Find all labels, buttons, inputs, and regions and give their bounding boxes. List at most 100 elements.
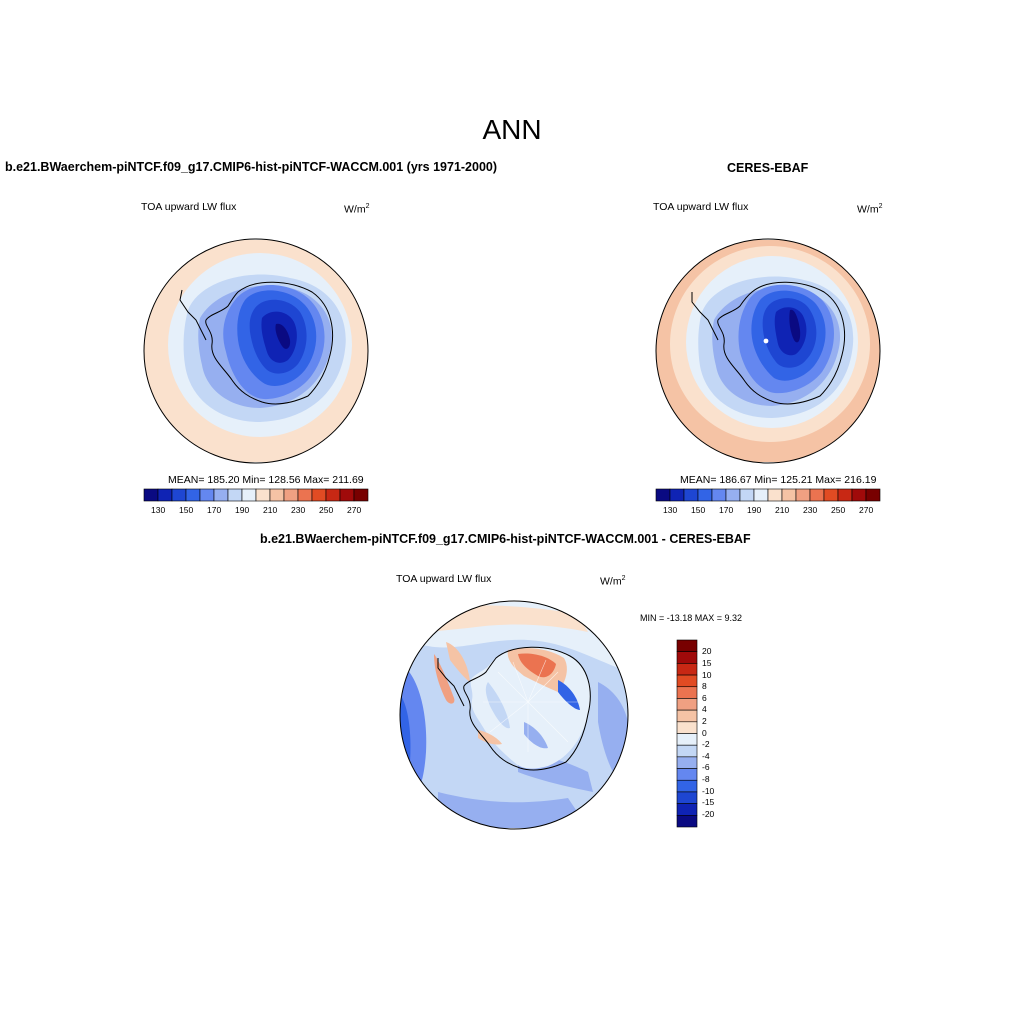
model-colorbar-swatch — [227, 488, 243, 502]
model-colorbar-label: 150 — [179, 505, 194, 515]
diff-colorbar-label: -20 — [702, 809, 715, 819]
diff-panel-title: b.e21.BWaerchem-piNTCF.f09_g17.CMIP6-his… — [260, 532, 751, 546]
obs-colorbar-swatch — [865, 488, 881, 502]
model-colorbar-label: 270 — [347, 505, 362, 515]
diff-colorbar-label: 6 — [702, 693, 707, 703]
obs-colorbar-swatch — [711, 488, 727, 502]
model-colorbar-swatch — [213, 488, 229, 502]
diff-variable-label: TOA upward LW flux — [396, 573, 492, 585]
obs-panel-title: CERES-EBAF — [727, 161, 809, 175]
obs-variable-label: TOA upward LW flux — [653, 201, 749, 213]
obs-colorbar-swatch — [725, 488, 741, 502]
diff-colorbar-label: -4 — [702, 751, 710, 761]
page-title: ANN — [482, 114, 542, 145]
diff-colorbar-swatch — [676, 663, 698, 676]
model-colorbar-swatch — [311, 488, 327, 502]
model-colorbar-label: 130 — [151, 505, 166, 515]
obs-colorbar-swatch — [739, 488, 755, 502]
obs-colorbar-swatch — [683, 488, 699, 502]
diff-colorbar-swatch — [676, 803, 698, 816]
diff-colorbar — [676, 639, 698, 828]
diff-colorbar-label: -2 — [702, 739, 710, 749]
diff-colorbar-label: 15 — [702, 658, 712, 668]
diff-colorbar-swatch — [676, 721, 698, 734]
diff-polar-map — [399, 600, 629, 830]
model-polar-map — [143, 238, 369, 464]
diff-colorbar-swatch — [676, 733, 698, 746]
obs-colorbar-label: 270 — [859, 505, 874, 515]
obs-colorbar-swatch — [837, 488, 853, 502]
obs-colorbar-swatch — [655, 488, 671, 502]
obs-colorbar-label: 210 — [775, 505, 790, 515]
obs-units-label: W/m2 — [857, 203, 883, 216]
model-units-label: W/m2 — [344, 203, 370, 216]
model-variable-label: TOA upward LW flux — [141, 201, 237, 213]
obs-colorbar-swatch — [697, 488, 713, 502]
model-colorbar-swatch — [157, 488, 173, 502]
diff-colorbar-swatch — [676, 709, 698, 723]
obs-colorbar-swatch — [809, 488, 825, 502]
diff-colorbar-labels: 20 15 10 8 6 4 2 0 -2 -4 -6 -8 -10 -15 -… — [702, 640, 742, 827]
model-colorbar-swatch — [353, 488, 369, 502]
obs-colorbar-label: 130 — [663, 505, 678, 515]
diff-colorbar-label: 4 — [702, 704, 707, 714]
obs-colorbar-label: 230 — [803, 505, 818, 515]
obs-colorbar-label: 150 — [691, 505, 706, 515]
model-colorbar-label: 190 — [235, 505, 250, 515]
diff-colorbar-swatch — [676, 674, 698, 688]
obs-polar-map — [655, 238, 881, 464]
diff-colorbar-swatch — [676, 651, 698, 664]
model-colorbar-swatch — [255, 488, 271, 502]
obs-colorbar — [655, 488, 881, 502]
model-colorbar-swatch — [199, 488, 215, 502]
diff-colorbar-swatch — [676, 639, 698, 652]
model-colorbar-labels: 130 150 170 190 210 230 250 270 — [144, 505, 368, 517]
diff-units-label: W/m2 — [600, 575, 626, 588]
diff-colorbar-label: -15 — [702, 797, 715, 807]
model-colorbar-label: 170 — [207, 505, 222, 515]
diff-colorbar-label: 20 — [702, 646, 712, 656]
model-colorbar-swatch — [241, 488, 257, 502]
obs-colorbar-swatch — [851, 488, 867, 502]
diff-colorbar-label: -8 — [702, 774, 710, 784]
model-colorbar — [143, 488, 369, 502]
diff-colorbar-label: -6 — [702, 762, 710, 772]
obs-colorbar-swatch — [795, 488, 811, 502]
model-colorbar-label: 210 — [263, 505, 278, 515]
model-colorbar-swatch — [325, 488, 341, 502]
diff-colorbar-swatch — [676, 686, 698, 699]
model-colorbar-swatch — [185, 488, 201, 502]
diff-colorbar-swatch — [676, 744, 698, 758]
model-panel-title: b.e21.BWaerchem-piNTCF.f09_g17.CMIP6-his… — [5, 160, 498, 174]
model-colorbar-swatch — [283, 488, 299, 502]
model-colorbar-swatch — [269, 488, 285, 502]
model-colorbar-swatch — [297, 488, 313, 502]
obs-colorbar-label: 170 — [719, 505, 734, 515]
diff-colorbar-label: 10 — [702, 670, 712, 680]
obs-colorbar-swatch — [669, 488, 685, 502]
diff-colorbar-label: 0 — [702, 728, 707, 738]
model-colorbar-swatch — [339, 488, 355, 502]
diff-colorbar-label: -10 — [702, 786, 715, 796]
diff-colorbar-swatch — [676, 815, 698, 828]
model-colorbar-label: 250 — [319, 505, 334, 515]
model-stats: MEAN= 185.20 Min= 128.56 Max= 211.69 — [168, 474, 364, 486]
obs-colorbar-swatch — [781, 488, 797, 502]
obs-colorbar-label: 250 — [831, 505, 846, 515]
diff-colorbar-swatch — [676, 768, 698, 781]
obs-colorbar-swatch — [767, 488, 783, 502]
diff-colorbar-swatch — [676, 779, 698, 793]
obs-colorbar-swatch — [823, 488, 839, 502]
model-colorbar-swatch — [143, 488, 159, 502]
obs-colorbar-label: 190 — [747, 505, 762, 515]
diff-colorbar-swatch — [676, 791, 698, 804]
obs-colorbar-labels: 130 150 170 190 210 230 250 270 — [656, 505, 880, 517]
model-colorbar-swatch — [171, 488, 187, 502]
obs-stats: MEAN= 186.67 Min= 125.21 Max= 216.19 — [680, 474, 877, 486]
diff-colorbar-label: 8 — [702, 681, 707, 691]
diff-colorbar-label: 2 — [702, 716, 707, 726]
diff-stats: MIN = -13.18 MAX = 9.32 — [640, 613, 743, 623]
model-colorbar-label: 230 — [291, 505, 306, 515]
diff-colorbar-swatch — [676, 698, 698, 711]
diff-colorbar-swatch — [676, 756, 698, 769]
